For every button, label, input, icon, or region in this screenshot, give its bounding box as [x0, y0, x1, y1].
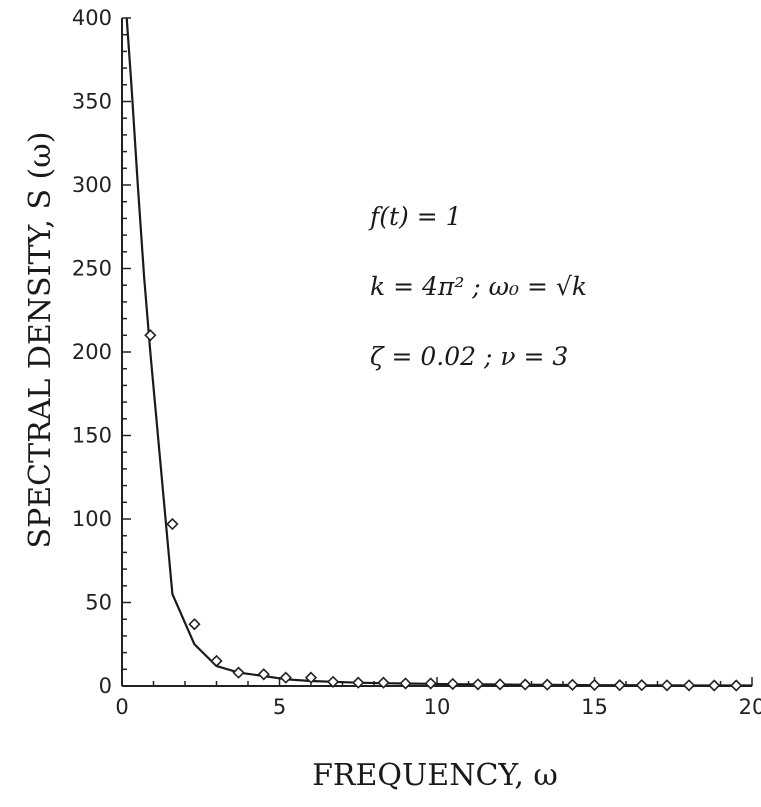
- series-markers: [144, 329, 743, 692]
- data-marker: [326, 675, 340, 688]
- data-marker: [566, 678, 579, 691]
- data-marker: [232, 666, 245, 679]
- data-marker: [660, 679, 674, 692]
- y-tick-labels: 0 50 100 150 200 250 300 350 400: [72, 6, 112, 698]
- data-marker: [493, 678, 507, 691]
- data-marker: [730, 679, 743, 692]
- x-tick-label: 15: [581, 695, 608, 719]
- x-tick-labels: 0 5 10 15 20: [115, 695, 761, 719]
- y-tick-label: 350: [72, 90, 112, 114]
- data-marker: [519, 678, 532, 691]
- data-marker: [399, 677, 412, 690]
- data-marker: [424, 677, 437, 690]
- y-tick-label: 300: [72, 173, 112, 197]
- y-axis-title: SPECTRAL DENSITY, S (ω): [23, 132, 58, 549]
- y-tick-label: 100: [72, 507, 112, 531]
- data-marker: [471, 678, 485, 691]
- data-marker: [708, 679, 721, 692]
- data-marker: [588, 678, 601, 692]
- data-marker: [682, 679, 696, 692]
- y-tick-label: 0: [99, 674, 112, 698]
- y-tick-label: 400: [72, 6, 112, 30]
- data-marker: [144, 329, 157, 342]
- x-tick-label: 10: [424, 695, 451, 719]
- x-tick-label: 0: [115, 695, 128, 719]
- y-tick-label: 50: [85, 591, 112, 615]
- data-marker: [166, 517, 179, 531]
- data-marker: [279, 671, 292, 684]
- data-marker: [352, 676, 365, 689]
- y-tick-label: 150: [72, 424, 112, 448]
- annotation-stiffness: k = 4π² ; ω₀ = √k: [370, 272, 587, 301]
- x-tick-label: 20: [739, 695, 761, 719]
- data-marker: [613, 679, 626, 692]
- data-marker: [541, 678, 554, 691]
- data-marker: [210, 654, 223, 668]
- data-marker: [635, 679, 648, 692]
- x-axis-title: FREQUENCY, ω: [312, 758, 558, 793]
- data-marker: [188, 618, 201, 631]
- data-marker: [304, 671, 318, 684]
- data-marker: [257, 668, 270, 681]
- data-marker: [377, 676, 390, 689]
- annotation-damping: ζ = 0.02 ; ν = 3: [370, 342, 568, 371]
- data-marker: [446, 677, 459, 691]
- x-tick-label: 5: [273, 695, 286, 719]
- y-tick-label: 200: [72, 340, 112, 364]
- y-tick-label: 250: [72, 257, 112, 281]
- annotation-forcing: f(t) = 1: [368, 202, 462, 231]
